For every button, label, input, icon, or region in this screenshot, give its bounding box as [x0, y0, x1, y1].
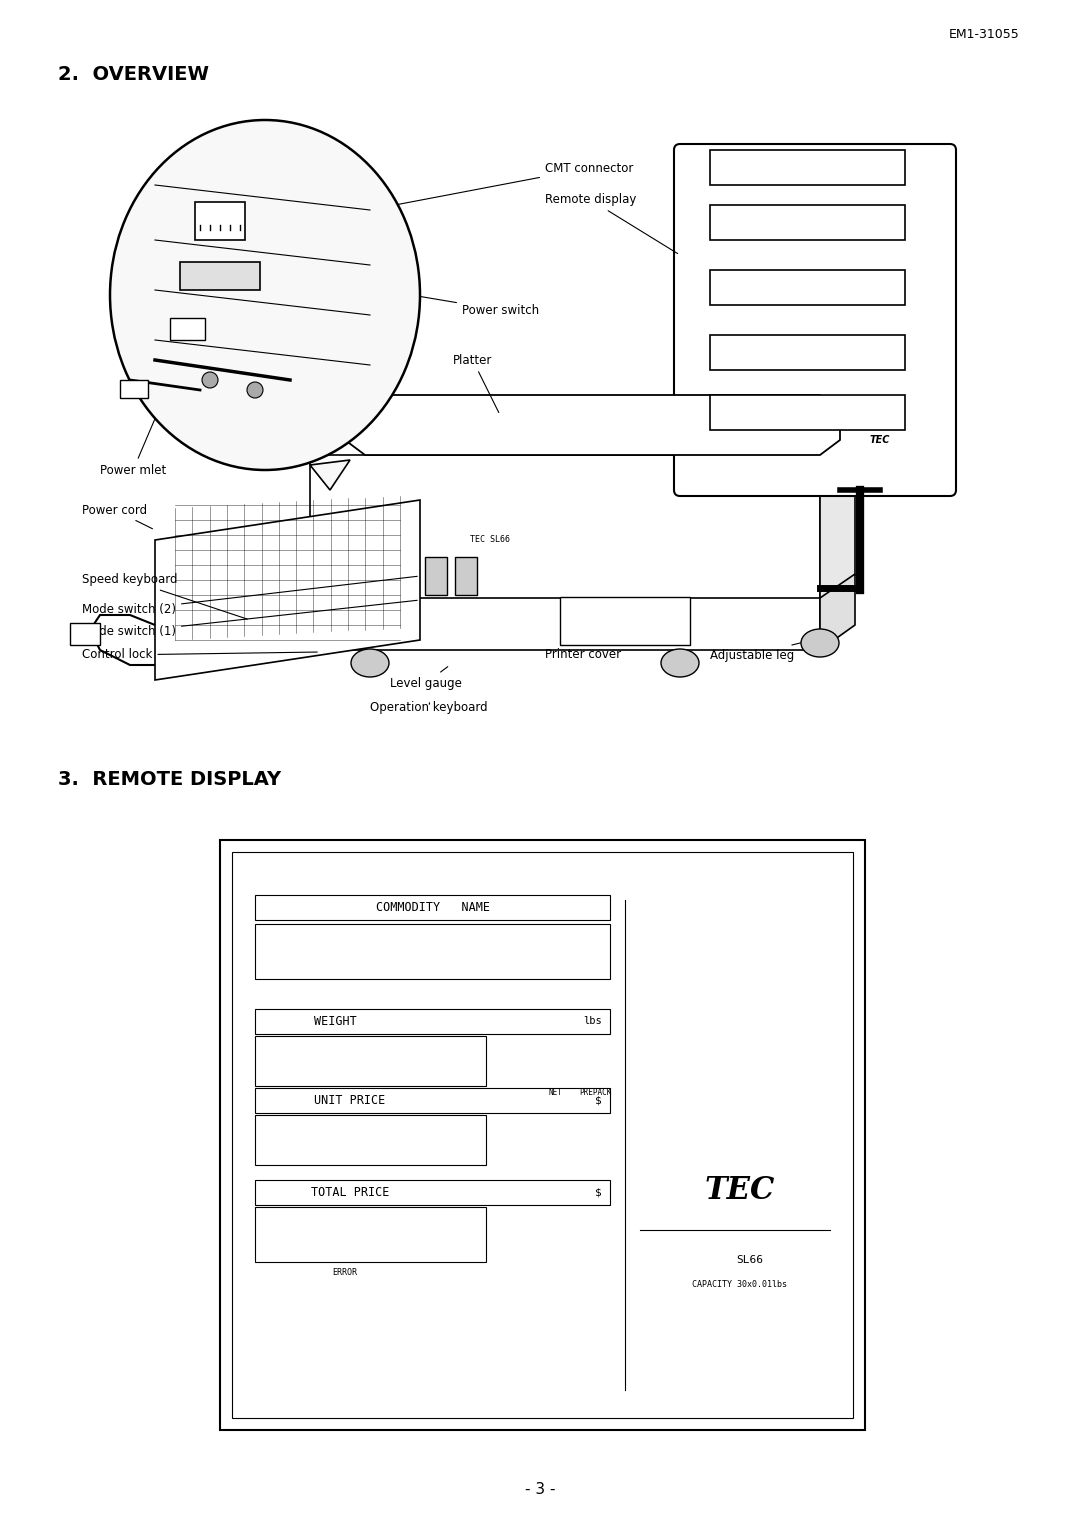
Bar [220, 840, 865, 1431]
Bar [710, 269, 905, 304]
Text: Remote display: Remote display [545, 193, 677, 254]
Text: Speed keyboard: Speed keyboard [82, 574, 247, 619]
Text: TOTAL PRICE: TOTAL PRICE [311, 1186, 389, 1199]
Bar [426, 557, 447, 595]
Bar [70, 622, 100, 645]
Polygon shape [820, 431, 855, 600]
Bar [710, 335, 905, 370]
Polygon shape [310, 455, 820, 600]
Text: Mode switch (2): Mode switch (2) [82, 577, 417, 616]
Bar [255, 1116, 486, 1164]
Bar [255, 1207, 486, 1262]
Text: Operation keyboard: Operation keyboard [370, 700, 488, 714]
Polygon shape [156, 501, 420, 680]
Text: Power switch: Power switch [342, 283, 539, 317]
Bar [170, 318, 205, 339]
Text: Adjustable leg: Adjustable leg [710, 639, 818, 662]
Circle shape [247, 382, 264, 397]
Text: Mode switch (1): Mode switch (1) [82, 600, 417, 639]
Text: - 3 -: - 3 - [525, 1482, 555, 1498]
Text: $: $ [595, 1096, 602, 1105]
Text: CMT connector: CMT connector [397, 161, 633, 204]
Bar [255, 1036, 486, 1087]
Text: Level gauge: Level gauge [390, 667, 462, 689]
Text: Printer cover: Printer cover [545, 639, 621, 662]
Ellipse shape [351, 648, 389, 677]
Text: ERROR: ERROR [333, 1268, 357, 1277]
Bar [232, 852, 853, 1419]
Polygon shape [300, 598, 820, 650]
Bar [180, 262, 260, 291]
Text: UNIT PRICE: UNIT PRICE [314, 1094, 386, 1106]
Text: NET: NET [548, 1088, 562, 1097]
Text: COMMODITY   NAME: COMMODITY NAME [376, 901, 489, 915]
Ellipse shape [661, 648, 699, 677]
Ellipse shape [110, 120, 420, 470]
Polygon shape [820, 574, 855, 650]
Text: TEC: TEC [705, 1175, 775, 1205]
Text: WEIGHT: WEIGHT [313, 1015, 356, 1027]
Bar [120, 380, 148, 397]
Text: $: $ [595, 1187, 602, 1198]
Bar [255, 1009, 610, 1033]
Text: TEC SL66: TEC SL66 [470, 536, 510, 545]
Bar [255, 1180, 610, 1205]
Bar [255, 924, 610, 979]
Bar [195, 202, 245, 240]
Text: Platter: Platter [453, 353, 499, 412]
Bar [710, 205, 905, 240]
Ellipse shape [801, 629, 839, 658]
Text: Power mlet: Power mlet [100, 362, 179, 476]
Text: CAPACITY 30x0.01lbs: CAPACITY 30x0.01lbs [692, 1280, 787, 1289]
Bar [255, 1088, 610, 1113]
Circle shape [202, 371, 218, 388]
Bar [255, 895, 610, 919]
Bar [455, 557, 477, 595]
Bar [561, 597, 690, 645]
Polygon shape [310, 460, 350, 490]
Bar [710, 396, 905, 431]
Text: lbs: lbs [583, 1017, 602, 1026]
Text: Power cord: Power cord [82, 504, 152, 528]
Text: EM1-31055: EM1-31055 [949, 27, 1020, 41]
Text: 2.  OVERVIEW: 2. OVERVIEW [58, 65, 210, 84]
Text: 3.  REMOTE DISPLAY: 3. REMOTE DISPLAY [58, 770, 281, 788]
Text: Control lock: Control lock [82, 648, 318, 662]
Text: TEC: TEC [869, 435, 890, 444]
Polygon shape [345, 396, 840, 455]
Bar [710, 151, 905, 186]
FancyBboxPatch shape [674, 145, 956, 496]
Text: PREPACK: PREPACK [579, 1088, 611, 1097]
Text: SL66: SL66 [737, 1256, 764, 1265]
